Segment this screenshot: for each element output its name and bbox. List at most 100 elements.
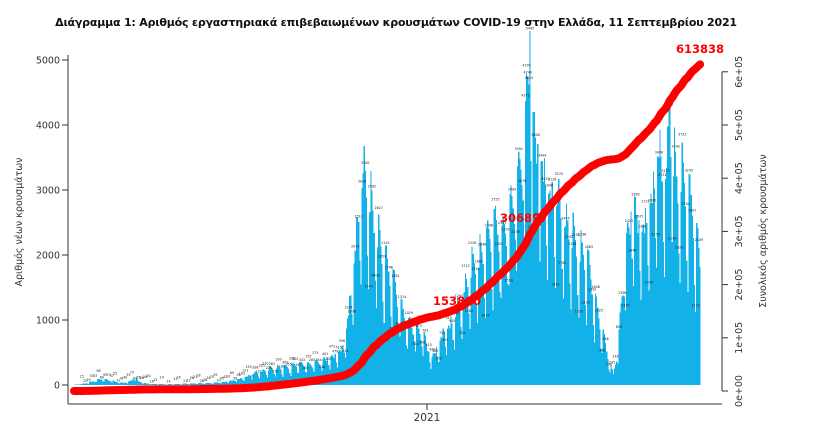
svg-text:725: 725 bbox=[439, 331, 445, 335]
svg-text:496: 496 bbox=[599, 348, 605, 352]
svg-text:1035: 1035 bbox=[575, 309, 583, 313]
svg-text:208: 208 bbox=[252, 366, 258, 370]
svg-text:318: 318 bbox=[612, 355, 618, 359]
svg-text:3590: 3590 bbox=[671, 145, 679, 149]
svg-text:1123: 1123 bbox=[691, 304, 699, 308]
svg-text:3170: 3170 bbox=[555, 172, 563, 176]
svg-text:424: 424 bbox=[342, 349, 348, 353]
svg-text:1800: 1800 bbox=[475, 260, 483, 264]
svg-text:2020: 2020 bbox=[675, 245, 683, 249]
svg-text:31: 31 bbox=[206, 376, 210, 380]
chart-title: Διάγραμμα 1: Αριθμός εργαστηριακά επιβεβ… bbox=[55, 16, 737, 29]
svg-text:96: 96 bbox=[236, 373, 240, 377]
svg-text:28: 28 bbox=[143, 375, 147, 379]
svg-text:1314: 1314 bbox=[398, 295, 406, 299]
svg-text:2145: 2145 bbox=[381, 241, 389, 245]
svg-text:646: 646 bbox=[602, 337, 608, 341]
svg-text:155: 155 bbox=[245, 365, 251, 369]
svg-text:2721: 2721 bbox=[641, 200, 649, 204]
svg-text:2073: 2073 bbox=[351, 245, 359, 249]
svg-text:2242: 2242 bbox=[565, 235, 573, 239]
svg-text:4e+05: 4e+05 bbox=[734, 162, 745, 194]
svg-text:4795: 4795 bbox=[522, 64, 530, 68]
x-tick-label: 2021 bbox=[414, 412, 441, 424]
svg-text:28: 28 bbox=[140, 376, 144, 380]
x-axis: 2021 bbox=[68, 403, 722, 424]
svg-text:2453: 2453 bbox=[498, 221, 506, 225]
svg-text:1859: 1859 bbox=[378, 255, 386, 259]
svg-text:3245: 3245 bbox=[685, 168, 693, 172]
svg-text:2511: 2511 bbox=[355, 215, 363, 219]
svg-text:515: 515 bbox=[426, 343, 432, 347]
svg-text:3732: 3732 bbox=[678, 133, 686, 137]
svg-text:2063: 2063 bbox=[585, 245, 593, 249]
svg-text:55: 55 bbox=[113, 372, 117, 376]
svg-text:1096: 1096 bbox=[348, 309, 356, 313]
svg-text:57: 57 bbox=[90, 374, 94, 378]
svg-text:945: 945 bbox=[449, 319, 455, 323]
cumulative-line bbox=[70, 60, 705, 395]
annotations-over: 613838 bbox=[676, 42, 724, 56]
svg-text:3030: 3030 bbox=[358, 180, 366, 184]
svg-text:2398: 2398 bbox=[485, 223, 493, 227]
svg-text:293: 293 bbox=[275, 358, 281, 362]
svg-text:1581: 1581 bbox=[391, 274, 399, 278]
svg-text:283: 283 bbox=[309, 358, 315, 362]
svg-text:487: 487 bbox=[432, 349, 438, 353]
svg-text:4748: 4748 bbox=[524, 71, 532, 75]
svg-text:2909: 2909 bbox=[508, 188, 516, 192]
svg-text:3e+05: 3e+05 bbox=[734, 215, 745, 247]
svg-text:21: 21 bbox=[193, 375, 197, 379]
svg-text:1233: 1233 bbox=[581, 300, 589, 304]
svg-text:210: 210 bbox=[262, 362, 268, 366]
svg-text:1710: 1710 bbox=[471, 267, 479, 271]
svg-text:73: 73 bbox=[106, 373, 110, 377]
svg-text:598: 598 bbox=[339, 339, 345, 343]
svg-text:13: 13 bbox=[173, 377, 177, 381]
svg-text:56: 56 bbox=[136, 376, 140, 380]
svg-text:69: 69 bbox=[230, 371, 234, 375]
svg-text:2744: 2744 bbox=[681, 202, 689, 206]
svg-text:3000: 3000 bbox=[36, 185, 60, 196]
svg-text:63: 63 bbox=[133, 376, 137, 380]
svg-text:261: 261 bbox=[269, 362, 275, 366]
svg-text:187: 187 bbox=[295, 363, 301, 367]
svg-text:873: 873 bbox=[416, 324, 422, 328]
svg-text:1782: 1782 bbox=[558, 261, 566, 265]
right-axis: 0e+00 1e+05 2e+05 3e+05 4e+05 5e+05 6e+05 Συνολ… bbox=[721, 56, 769, 407]
svg-text:14: 14 bbox=[166, 380, 170, 384]
svg-text:2895: 2895 bbox=[631, 192, 639, 196]
svg-text:165: 165 bbox=[279, 365, 285, 369]
svg-text:2607: 2607 bbox=[688, 208, 696, 212]
svg-text:1293: 1293 bbox=[455, 294, 463, 298]
svg-text:343: 343 bbox=[299, 358, 305, 362]
svg-text:3498: 3498 bbox=[655, 151, 663, 155]
svg-text:2198: 2198 bbox=[668, 236, 676, 240]
svg-text:401: 401 bbox=[322, 352, 328, 356]
svg-text:32: 32 bbox=[226, 375, 230, 379]
svg-text:0: 0 bbox=[54, 380, 60, 391]
svg-text:2e+05: 2e+05 bbox=[734, 269, 745, 301]
svg-text:33: 33 bbox=[216, 378, 220, 382]
svg-text:26: 26 bbox=[190, 376, 194, 380]
svg-text:20: 20 bbox=[146, 374, 150, 378]
svg-text:302: 302 bbox=[292, 357, 298, 361]
svg-text:761: 761 bbox=[422, 328, 428, 332]
svg-text:1033: 1033 bbox=[481, 313, 489, 317]
svg-text:28: 28 bbox=[196, 374, 200, 378]
svg-text:515: 515 bbox=[336, 346, 342, 350]
svg-text:0e+00: 0e+00 bbox=[734, 375, 745, 407]
svg-text:2109: 2109 bbox=[695, 238, 703, 242]
svg-text:2332: 2332 bbox=[501, 228, 509, 232]
svg-text:309: 309 bbox=[282, 360, 288, 364]
svg-text:1491: 1491 bbox=[551, 282, 559, 286]
svg-text:1530: 1530 bbox=[505, 278, 513, 282]
svg-text:238: 238 bbox=[606, 362, 612, 366]
left-axis: 0 1000 2000 3000 4000 5000 Αριθμός νέων κρουσμ… bbox=[14, 55, 69, 404]
svg-text:4000: 4000 bbox=[36, 120, 60, 131]
svg-text:1408: 1408 bbox=[591, 285, 599, 289]
svg-text:305: 305 bbox=[325, 357, 331, 361]
svg-text:1103: 1103 bbox=[465, 309, 473, 313]
